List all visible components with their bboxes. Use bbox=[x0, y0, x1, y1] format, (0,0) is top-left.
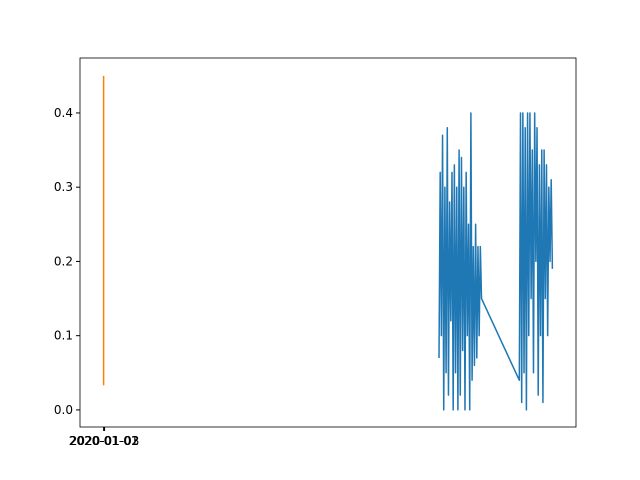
x-tick-label: 2020-01-01 bbox=[69, 434, 139, 448]
plot-frame bbox=[79, 57, 577, 428]
y-tick-label: 0.1 bbox=[54, 329, 73, 343]
x-tick-label: 2020-01-02 bbox=[69, 434, 139, 448]
y-tick-label: 0.2 bbox=[54, 254, 73, 268]
y-tick-label: 0.0 bbox=[54, 403, 73, 417]
data-line bbox=[438, 112, 554, 411]
y-tick-label: 0.4 bbox=[54, 106, 73, 120]
x-tick-label: 2020-01-03 bbox=[70, 434, 140, 448]
y-tick-label: 0.3 bbox=[54, 180, 73, 194]
